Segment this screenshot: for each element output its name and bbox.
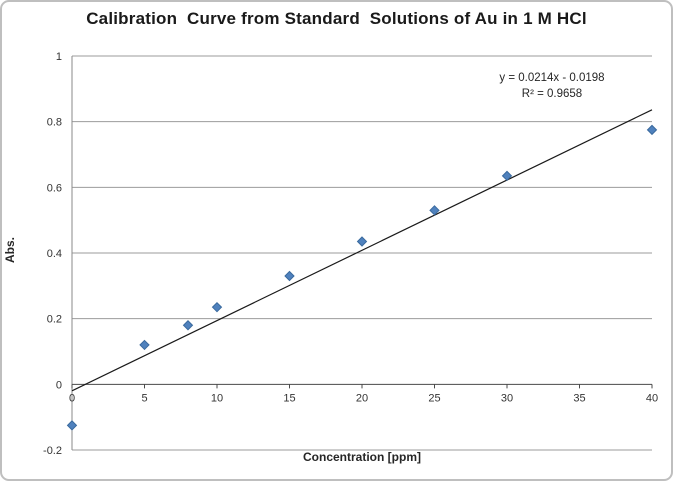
x-tick-label: 15	[283, 392, 295, 404]
y-tick-label: 1	[56, 51, 62, 63]
x-axis-title: Concentration [ppm]	[303, 450, 421, 464]
x-tick-label: 35	[573, 392, 585, 404]
data-point-marker	[356, 236, 368, 247]
x-tick-label: 0	[69, 392, 75, 404]
trendline	[71, 109, 653, 392]
x-tick-label: 30	[501, 392, 513, 404]
chart-title: Calibration Curve from Standard Solution…	[86, 9, 587, 28]
x-tick-label: 10	[211, 392, 223, 404]
y-tick-label: 0.2	[47, 314, 62, 326]
x-tick-label: 25	[428, 392, 440, 404]
x-tick-label: 40	[646, 392, 658, 404]
x-tick-label: 5	[141, 392, 147, 404]
data-point-marker	[66, 420, 78, 431]
x-tick-label: 20	[356, 392, 368, 404]
data-point-marker	[211, 301, 223, 313]
y-tick-label: 0.8	[47, 117, 62, 129]
y-axis-title: Abs.	[3, 237, 17, 264]
data-point-marker	[182, 320, 194, 331]
y-tick-label: 0	[56, 379, 62, 391]
y-tick-label: 0.4	[47, 248, 62, 260]
y-tick-label: 0.6	[47, 182, 62, 194]
data-point-marker	[429, 205, 440, 216]
y-tick-label: -0.2	[43, 445, 62, 457]
data-point-marker	[501, 170, 513, 182]
trendline-r-squared: R² = 0.9658	[521, 88, 583, 100]
data-point-marker	[284, 270, 295, 282]
trendline-equation: y = 0.0214x - 0.0198	[499, 72, 605, 84]
trendline-annotation: y = 0.0214x - 0.0198 R² = 0.9658	[457, 70, 647, 102]
data-point-marker	[646, 124, 658, 136]
data-point-marker	[139, 339, 150, 351]
